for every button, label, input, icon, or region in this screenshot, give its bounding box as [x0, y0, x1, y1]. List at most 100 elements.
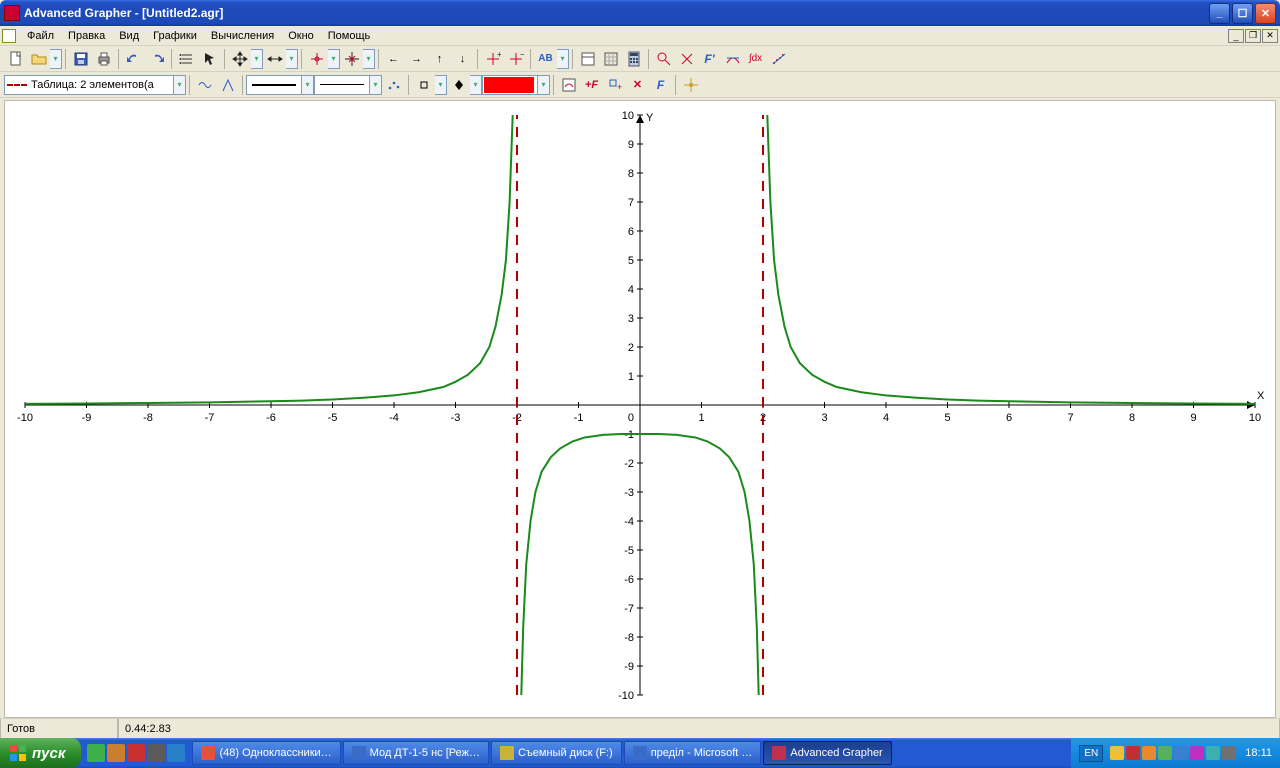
menu-вычисления[interactable]: Вычисления: [204, 28, 281, 44]
task-icon: [633, 746, 647, 760]
menu-файл[interactable]: Файл: [20, 28, 61, 44]
task-button-1[interactable]: Мод ДТ-1-5 нс [Реж…: [343, 741, 489, 765]
task-button-0[interactable]: (48) Одноклассники…: [192, 741, 340, 765]
task-button-4[interactable]: Advanced Grapher: [763, 741, 891, 765]
pan-up-button[interactable]: ↑: [428, 48, 451, 70]
point-tool[interactable]: [675, 48, 698, 70]
grid-button[interactable]: [599, 48, 622, 70]
zoom-in-button[interactable]: +: [481, 48, 504, 70]
open-button[interactable]: [27, 48, 50, 70]
tray-icon-0[interactable]: [1110, 746, 1124, 760]
menu-окно[interactable]: Окно: [281, 28, 321, 44]
svg-text:-8: -8: [624, 632, 634, 644]
zoom-out-button[interactable]: −: [504, 48, 527, 70]
svg-text:-8: -8: [143, 412, 153, 424]
svg-text:7: 7: [628, 197, 634, 209]
tangent-button[interactable]: [721, 48, 744, 70]
menu-правка[interactable]: Правка: [61, 28, 112, 44]
curve-style-2[interactable]: [216, 74, 239, 96]
label-tool[interactable]: AB: [534, 48, 557, 70]
function-button[interactable]: F: [649, 74, 672, 96]
menu-помощь[interactable]: Помощь: [321, 28, 378, 44]
svg-text:1: 1: [698, 412, 704, 424]
mdi-minimize-button[interactable]: _: [1228, 29, 1244, 43]
tray-icon-4[interactable]: [1174, 746, 1188, 760]
calculator-button[interactable]: [622, 48, 645, 70]
quicklaunch-4[interactable]: [167, 744, 185, 762]
plot-area[interactable]: XY-10-9-8-7-6-5-4-3-2-112345678910-10-9-…: [4, 100, 1276, 718]
menu-вид[interactable]: Вид: [112, 28, 146, 44]
label-dropdown[interactable]: ▾: [557, 49, 569, 69]
svg-text:-4: -4: [624, 516, 634, 528]
task-button-2[interactable]: Съемный диск (F:): [491, 741, 622, 765]
language-indicator[interactable]: EN: [1079, 745, 1103, 762]
quicklaunch-0[interactable]: [87, 744, 105, 762]
marker-square-open[interactable]: [412, 74, 435, 96]
task-button-3[interactable]: преділ - Microsoft …: [624, 741, 762, 765]
marker-1-dropdown[interactable]: ▾: [435, 75, 447, 95]
regression-button[interactable]: [767, 48, 790, 70]
new-button[interactable]: [4, 48, 27, 70]
menu-графики[interactable]: Графики: [146, 28, 204, 44]
document-icon: [2, 29, 16, 43]
add-function-button[interactable]: +F: [580, 74, 603, 96]
minimize-button[interactable]: _: [1209, 3, 1230, 24]
quicklaunch-2[interactable]: [127, 744, 145, 762]
line-width-selector[interactable]: [246, 75, 302, 95]
trace-tool[interactable]: [652, 48, 675, 70]
center-dropdown[interactable]: ▾: [328, 49, 340, 69]
move-tool[interactable]: [228, 48, 251, 70]
graph-selector-dropdown[interactable]: ▾: [174, 75, 186, 95]
marker-2-dropdown[interactable]: ▾: [470, 75, 482, 95]
svg-text:-5: -5: [624, 545, 634, 557]
line-width-dropdown[interactable]: ▾: [302, 75, 314, 95]
marker-diamond[interactable]: [447, 74, 470, 96]
tray-icon-6[interactable]: [1206, 746, 1220, 760]
color-dropdown[interactable]: ▾: [538, 75, 550, 95]
tray-icon-2[interactable]: [1142, 746, 1156, 760]
close-button[interactable]: ✕: [1255, 3, 1276, 24]
line-dash-dropdown[interactable]: ▾: [370, 75, 382, 95]
print-button[interactable]: [92, 48, 115, 70]
pan-right-button[interactable]: →: [405, 48, 428, 70]
pan-left-button[interactable]: ←: [382, 48, 405, 70]
move-dropdown[interactable]: ▾: [251, 49, 263, 69]
delete-graph-button[interactable]: ✕: [626, 74, 649, 96]
redo-button[interactable]: [145, 48, 168, 70]
zoom-horiz-dropdown[interactable]: ▾: [286, 49, 298, 69]
crosshair-dropdown[interactable]: ▾: [363, 49, 375, 69]
quicklaunch-1[interactable]: [107, 744, 125, 762]
target-tool[interactable]: [679, 74, 702, 96]
line-dash-selector[interactable]: [314, 75, 370, 95]
graph-selector[interactable]: Таблица: 2 элементов(а: [4, 75, 174, 95]
start-button[interactable]: пуск: [0, 738, 81, 768]
arrow-tool[interactable]: [198, 48, 221, 70]
add-point-button[interactable]: +: [603, 74, 626, 96]
integral-button[interactable]: ∫dx: [744, 48, 767, 70]
svg-text:-10: -10: [17, 412, 33, 424]
zoom-horiz-tool[interactable]: [263, 48, 286, 70]
undo-button[interactable]: [122, 48, 145, 70]
mdi-restore-button[interactable]: ❐: [1245, 29, 1261, 43]
tray-icon-3[interactable]: [1158, 746, 1172, 760]
pan-down-button[interactable]: ↓: [451, 48, 474, 70]
quicklaunch-3[interactable]: [147, 744, 165, 762]
svg-text:Y: Y: [646, 112, 654, 124]
tray-icon-7[interactable]: [1222, 746, 1236, 760]
center-tool[interactable]: [305, 48, 328, 70]
mdi-close-button[interactable]: ✕: [1262, 29, 1278, 43]
tray-icon-1[interactable]: [1126, 746, 1140, 760]
props-button[interactable]: [576, 48, 599, 70]
open-dropdown[interactable]: ▾: [50, 49, 62, 69]
curve-style-1[interactable]: [193, 74, 216, 96]
svg-text:1: 1: [628, 371, 634, 383]
edit-graph-button[interactable]: [557, 74, 580, 96]
crosshair-tool[interactable]: [340, 48, 363, 70]
color-selector[interactable]: [482, 75, 538, 95]
save-button[interactable]: [69, 48, 92, 70]
derivative-button[interactable]: F′: [698, 48, 721, 70]
maximize-button[interactable]: ☐: [1232, 3, 1253, 24]
point-style-1[interactable]: [382, 74, 405, 96]
tray-icon-5[interactable]: [1190, 746, 1204, 760]
list-button[interactable]: [175, 48, 198, 70]
